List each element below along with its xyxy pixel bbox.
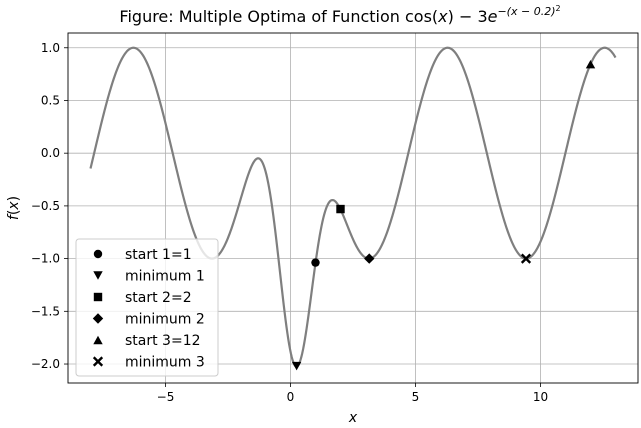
legend-symbol xyxy=(93,335,103,345)
x-tick-label: 5 xyxy=(412,390,420,404)
marker-start-1-1 xyxy=(311,258,320,267)
y-axis-ticks: 1.0 0.5 0.0 −0.5 −1.0 −1.5 −2.0 xyxy=(31,41,68,371)
y-tick-label: −0.5 xyxy=(31,199,60,213)
y-tick-label: 1.0 xyxy=(41,41,60,55)
legend-entry: minimum 3 xyxy=(125,355,205,371)
marker-minimum-2 xyxy=(364,253,375,264)
y-axis-label: f(x) xyxy=(6,196,22,220)
x-axis-label: x xyxy=(348,410,358,426)
legend-entry: start 2=2 xyxy=(125,290,192,306)
legend-symbol xyxy=(92,356,104,367)
y-tick-label: 0.0 xyxy=(41,146,60,160)
marker-start-3-12 xyxy=(585,60,596,69)
legend-frame xyxy=(75,238,219,377)
legend-entry: minimum 1 xyxy=(125,269,205,285)
legend: start 1=1 minimum 1 start 2=2 minimum 2 star… xyxy=(75,238,219,377)
optima-markers xyxy=(291,60,596,371)
legend-symbol xyxy=(93,249,103,259)
legend-entry: minimum 2 xyxy=(125,312,205,328)
legend-symbol xyxy=(93,271,103,280)
x-tick-label: 10 xyxy=(533,390,548,404)
x-tick-label: −5 xyxy=(157,390,175,404)
y-tick-label: −1.5 xyxy=(31,304,60,318)
function-curve xyxy=(89,46,617,368)
y-tick-label: 0.5 xyxy=(41,93,60,107)
legend-symbol xyxy=(92,313,104,324)
legend-symbol xyxy=(93,292,103,302)
x-tick-label: 0 xyxy=(287,390,295,404)
marker-minimum-1 xyxy=(291,361,302,371)
plot-frame xyxy=(67,32,639,384)
y-tick-label: −2.0 xyxy=(31,357,60,371)
legend-entry: start 3=12 xyxy=(125,333,201,349)
marker-start-2-2 xyxy=(336,204,345,214)
y-tick-label: −1.0 xyxy=(31,252,60,266)
x-axis-ticks: −5 0 5 10 xyxy=(157,383,548,404)
chart-title: Figure: Multiple Optima of Function cos(… xyxy=(119,4,560,26)
legend-entry: start 1=1 xyxy=(125,247,192,263)
marker-minimum-3 xyxy=(520,253,532,264)
